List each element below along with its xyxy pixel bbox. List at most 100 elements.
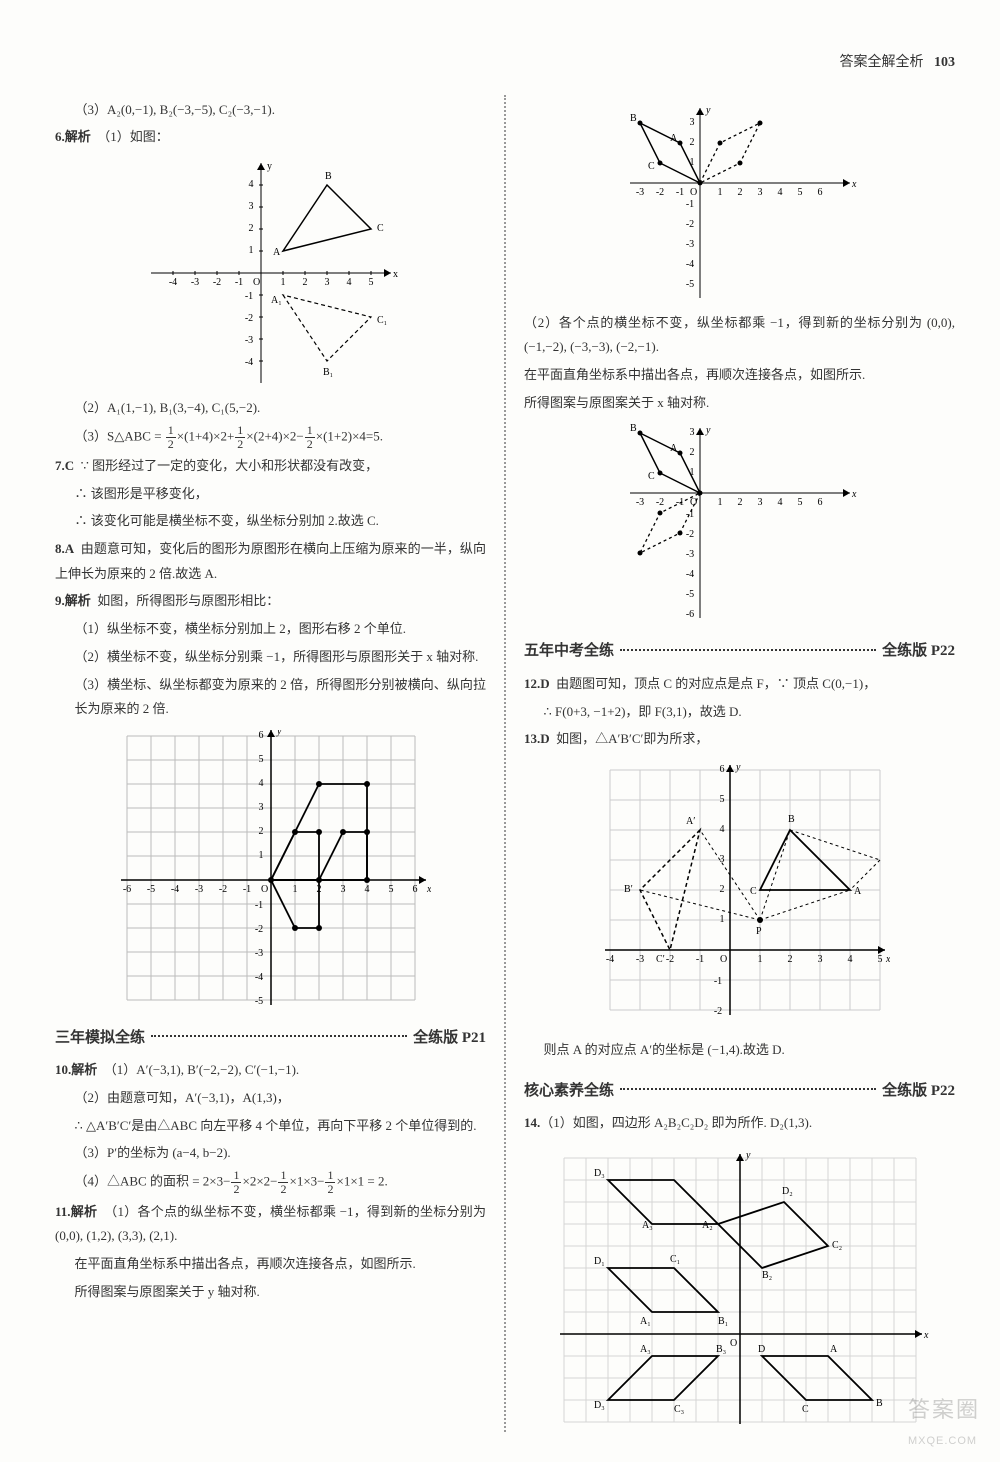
q10-p5-m3: ×1×1 = 2. — [336, 1174, 387, 1189]
svg-text:2: 2 — [258, 826, 263, 837]
svg-text:D₂: D₂ — [782, 1186, 793, 1197]
q10-p5-m2: ×1×3− — [289, 1174, 324, 1189]
figure-2-grid-shapes: xy O -6-5-4-3-2-1 123456 123456 -1-2-3-4… — [111, 730, 431, 1010]
svg-text:D: D — [758, 1344, 765, 1355]
q9-p2: （2）横坐标不变，纵坐标分别乘 −1，所得图形与原图形关于 x 轴对称. — [55, 645, 486, 670]
svg-text:5: 5 — [797, 497, 802, 508]
q9-p1: （1）纵坐标不变，横坐标分别加上 2，图形右移 2 个单位. — [55, 617, 486, 642]
svg-text:B: B — [876, 1398, 883, 1409]
q8-num: 8.A — [55, 541, 74, 556]
svg-text:B₃: B₃ — [716, 1344, 726, 1355]
svg-text:C: C — [648, 471, 655, 482]
q10-p4: （3）P′的坐标为 (a−4, b−2). — [55, 1141, 486, 1166]
svg-text:A: A — [273, 247, 281, 258]
q11-p3: 所得图案与原图案关于 y 轴对称. — [55, 1280, 486, 1305]
frac-half-3: 12 — [305, 424, 315, 451]
svg-text:-5: -5 — [146, 884, 154, 895]
svg-text:6: 6 — [412, 884, 417, 895]
figure-4-x-reflect: xyO -3-2-1 123456 123 -1-2-3-4-5-6 ABC — [620, 423, 860, 623]
svg-text:A₂: A₂ — [702, 1220, 713, 1231]
section-core: 核心素养全练 全练版 P22 — [524, 1077, 955, 1106]
svg-text:-2: -2 — [212, 277, 220, 288]
svg-text:x: x — [851, 489, 857, 500]
q10-p5-pre: （4）△ABC 的面积 = 2×3− — [75, 1174, 231, 1189]
r1: （2）各个点的横坐标不变，纵坐标都乘 −1，得到新的坐标分别为 (0,0), (… — [524, 311, 955, 360]
svg-text:1: 1 — [292, 884, 297, 895]
q10-num: 10. — [55, 1062, 71, 1077]
svg-text:y: y — [705, 105, 711, 116]
q6-p2: （2）A₁(1,−1), B₁(3,−4), C₁(5,−2). — [55, 396, 486, 421]
svg-text:A: A — [830, 1344, 838, 1355]
svg-text:6: 6 — [817, 187, 822, 198]
svg-text:y: y — [735, 762, 741, 773]
q7-num: 7.C — [55, 458, 74, 473]
svg-text:-4: -4 — [244, 357, 252, 368]
svg-text:B: B — [788, 814, 795, 825]
q11-num: 11. — [55, 1204, 71, 1219]
two-column-layout: （3）A₂(0,−1), B₂(−3,−5), C₂(−3,−1). 6.解析 … — [55, 95, 955, 1432]
svg-text:C′: C′ — [656, 954, 665, 965]
svg-text:B₂: B₂ — [762, 1270, 772, 1281]
svg-text:y: y — [267, 161, 272, 172]
svg-text:O: O — [720, 954, 727, 965]
q9-p3: （3）横坐标、纵坐标都变为原来的 2 倍，所得图形分别被横向、纵向拉长为原来的 … — [55, 673, 486, 722]
svg-text:3: 3 — [689, 117, 694, 128]
svg-text:5: 5 — [258, 754, 263, 765]
svg-text:1: 1 — [757, 954, 762, 965]
q12: 12.D 由题图可知，顶点 C 的对应点是点 F，∵ 顶点 C(0,−1)， — [524, 672, 955, 697]
figure-5-triangle-rotate: xyO -4-3-2-1 12345 123456 -1-2 ABC P A′B… — [590, 760, 890, 1030]
svg-text:-4: -4 — [170, 884, 178, 895]
svg-text:1: 1 — [248, 245, 253, 256]
svg-text:-4: -4 — [168, 277, 176, 288]
dots-1 — [151, 1035, 407, 1037]
q9-num: 9. — [55, 593, 65, 608]
q14-p1: （1）如图，四边形 A₂B₂C₂D₂ 即为所作. D₂(1,3). — [540, 1115, 812, 1130]
svg-text:5: 5 — [368, 277, 373, 288]
svg-text:y: y — [276, 730, 282, 737]
svg-text:-2: -2 — [655, 187, 663, 198]
q6-label: 解析 — [65, 129, 91, 144]
svg-text:3: 3 — [757, 497, 762, 508]
svg-text:-3: -3 — [244, 335, 252, 346]
svg-text:-2: -2 — [254, 924, 262, 935]
frac-h-b: 12 — [278, 1169, 288, 1196]
svg-text:2: 2 — [689, 137, 694, 148]
svg-text:3: 3 — [757, 187, 762, 198]
right-column: xyO -3-2-1 123456 123 -1-2-3-4-5 ABC （2）… — [506, 95, 955, 1432]
q6-head: 6.解析 （1）如图： — [55, 125, 486, 150]
svg-text:-3: -3 — [190, 277, 198, 288]
svg-text:3: 3 — [248, 201, 253, 212]
svg-text:2: 2 — [737, 187, 742, 198]
svg-text:B′: B′ — [624, 884, 633, 895]
svg-text:A₃: A₃ — [640, 1344, 651, 1355]
frac-half-1: 12 — [166, 424, 176, 451]
svg-text:-1: -1 — [695, 954, 703, 965]
q10-label: 解析 — [71, 1062, 97, 1077]
q8: 8.A 由题意可知，变化后的图形为原图形在横向上压缩为原来的一半，纵向上伸长为原… — [55, 537, 486, 586]
sec5-title: 五年中考全练 — [524, 637, 614, 666]
ans-3: （3）A₂(0,−1), B₂(−3,−5), C₂(−3,−1). — [55, 98, 486, 123]
svg-text:-1: -1 — [254, 900, 262, 911]
q10-p5: （4）△ABC 的面积 = 2×3−12×2×2−12×1×3−12×1×1 =… — [55, 1169, 486, 1196]
svg-text:-4: -4 — [605, 954, 613, 965]
svg-text:5: 5 — [388, 884, 393, 895]
svg-text:4: 4 — [364, 884, 369, 895]
svg-text:-1: -1 — [685, 199, 693, 210]
svg-text:3: 3 — [689, 427, 694, 438]
secCore-ref: 全练版 P22 — [882, 1077, 955, 1106]
svg-text:C: C — [648, 161, 655, 172]
q10: 10.解析 （1）A′(−3,1), B′(−2,−2), C′(−1,−1). — [55, 1058, 486, 1083]
svg-text:P: P — [756, 926, 762, 937]
section-3yr: 三年模拟全练 全练版 P21 — [55, 1024, 486, 1053]
svg-text:1: 1 — [280, 277, 285, 288]
svg-text:-5: -5 — [685, 589, 693, 600]
r3: 所得图案与原图案关于 x 轴对称. — [524, 391, 955, 416]
svg-text:B: B — [630, 423, 637, 434]
svg-text:6: 6 — [817, 497, 822, 508]
svg-text:4: 4 — [258, 778, 263, 789]
svg-text:3: 3 — [258, 802, 263, 813]
q14-num: 14. — [524, 1115, 540, 1130]
svg-text:B: B — [630, 113, 637, 124]
svg-text:B: B — [325, 171, 332, 182]
sec3-title: 三年模拟全练 — [55, 1024, 145, 1053]
